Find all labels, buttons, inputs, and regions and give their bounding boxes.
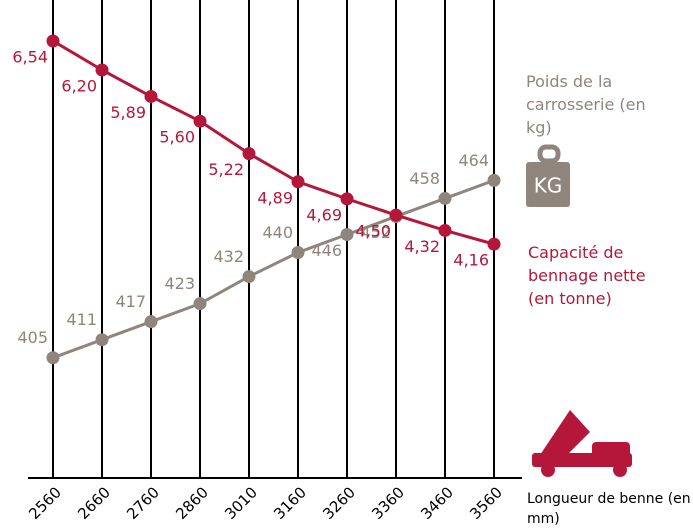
point <box>95 63 109 77</box>
data-label: 5,89 <box>110 103 146 122</box>
data-label: 405 <box>17 328 48 347</box>
x-tick-label: 2760 <box>123 483 163 523</box>
point <box>95 333 109 347</box>
data-label: 446 <box>311 241 342 260</box>
data-label: 458 <box>409 169 440 188</box>
kg-icon: KG <box>526 144 570 207</box>
x-axis-label: Longueur de benne (en mm) <box>527 491 691 527</box>
data-label: 464 <box>458 151 489 170</box>
point <box>193 114 207 128</box>
data-label: 432 <box>213 247 244 266</box>
point <box>291 246 305 260</box>
point <box>438 223 452 237</box>
point <box>291 175 305 189</box>
data-label: 452 <box>360 223 391 242</box>
point <box>438 191 452 205</box>
data-label: 4,32 <box>404 237 440 256</box>
point <box>144 89 158 103</box>
point <box>242 270 256 284</box>
series-line <box>52 178 495 360</box>
x-tick-label: 2660 <box>74 483 114 523</box>
x-tick-label: 2560 <box>25 483 65 523</box>
point <box>144 315 158 329</box>
data-label: 423 <box>164 274 195 293</box>
x-tick-label: 2860 <box>172 483 212 523</box>
data-label: 6,20 <box>61 76 97 95</box>
point <box>487 173 501 187</box>
point <box>340 227 354 241</box>
point <box>242 147 256 161</box>
legend-kg: Poids de la carrosserie (en kg) <box>526 72 646 137</box>
point <box>46 34 60 48</box>
truck-icon <box>532 410 632 477</box>
data-label: 417 <box>115 292 146 311</box>
x-tick-label: 3560 <box>466 483 506 523</box>
data-label: 4,50 <box>355 222 391 241</box>
x-tick-label: 3460 <box>417 483 457 523</box>
data-label: 4,89 <box>257 188 293 207</box>
kg-icon-label: KG <box>534 174 563 198</box>
point <box>193 297 207 311</box>
data-label: 6,54 <box>12 47 48 66</box>
data-label: 4,69 <box>306 205 342 224</box>
data-label: 4,16 <box>453 251 489 270</box>
x-tick-label: 3260 <box>319 483 359 523</box>
x-tick-label: 3160 <box>270 483 310 523</box>
point <box>389 208 403 222</box>
point <box>340 192 354 206</box>
data-label: 440 <box>262 223 293 242</box>
point <box>46 351 60 365</box>
data-label: 411 <box>66 310 97 329</box>
x-tick-label: 3360 <box>368 483 408 523</box>
legend-tonne: Capacité de bennage nette (en tonne) <box>528 243 646 308</box>
data-label: 5,22 <box>208 160 244 179</box>
series-line <box>52 39 495 246</box>
data-label: 5,60 <box>159 128 195 147</box>
point <box>487 237 501 251</box>
x-tick-label: 3010 <box>221 483 261 523</box>
